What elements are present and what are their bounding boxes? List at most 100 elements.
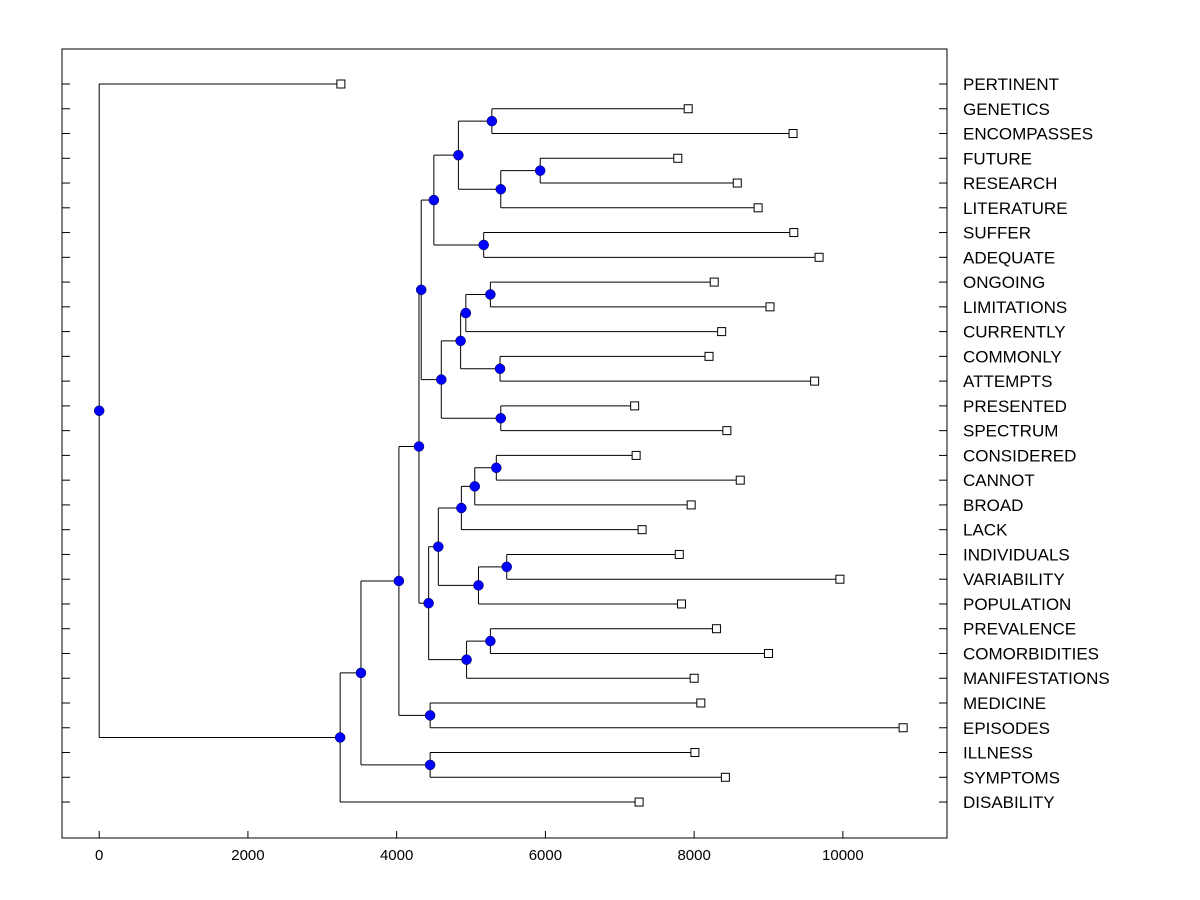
x-tick-label: 0: [95, 847, 103, 864]
leaf-label: CURRENTLY: [963, 323, 1066, 342]
merge-node: [501, 561, 512, 573]
leaf-label: PERTINENT: [963, 75, 1059, 94]
x-axis-tick-labels: 0 2000 4000 6000 8000 10000: [95, 847, 864, 864]
merge-node: [485, 289, 496, 300]
merge-node: [486, 115, 498, 127]
leaf-label: ILLNESS: [963, 744, 1033, 763]
leaf-label: PRESENTED: [963, 397, 1067, 416]
leaf-marker: [720, 772, 730, 782]
leaf-label: COMORBIDITIES: [963, 644, 1099, 663]
merge-node: [415, 284, 427, 296]
merge-node: [355, 667, 367, 679]
x-tick-label: 6000: [529, 847, 562, 864]
leaf-marker: [810, 376, 820, 386]
merge-node: [423, 597, 434, 609]
merge-node: [436, 374, 447, 385]
leaf-label: CONSIDERED: [963, 446, 1076, 465]
merge-node: [461, 654, 472, 665]
merge-node: [455, 335, 466, 347]
leaf-label: ONGOING: [963, 273, 1045, 292]
leaf-markers: [336, 79, 908, 807]
x-tick-label: 2000: [231, 847, 264, 864]
leaf-label: LITERATURE: [963, 199, 1068, 218]
leaf-marker: [683, 104, 693, 114]
x-axis-ticks: [98, 831, 844, 838]
leaf-labels: PERTINENT GENETICS ENCOMPASSES FUTURE RESEAR…: [963, 75, 1110, 812]
merge-node: [413, 441, 425, 452]
leaf-marker: [898, 723, 908, 733]
merge-node: [453, 149, 464, 161]
merge-node: [495, 413, 507, 424]
leaf-marker: [765, 302, 775, 312]
leaf-marker: [696, 698, 706, 708]
leaf-label: MANIFESTATIONS: [963, 669, 1110, 688]
leaf-marker: [764, 648, 774, 658]
leaf-label: INDIVIDUALS: [963, 545, 1070, 564]
leaf-marker: [735, 475, 745, 485]
leaf-marker: [634, 797, 644, 807]
merge-node: [393, 575, 405, 587]
leaf-marker: [690, 748, 700, 758]
merge-node: [433, 541, 444, 552]
leaf-marker: [689, 673, 699, 683]
leaf-marker: [717, 327, 727, 337]
merge-node: [485, 635, 496, 647]
merge-node: [428, 194, 440, 206]
leaf-marker: [704, 351, 714, 361]
merge-node: [469, 481, 481, 492]
leaf-marker: [686, 500, 696, 510]
leaf-marker: [673, 153, 683, 163]
leaf-label: EPISODES: [963, 719, 1050, 738]
merge-node: [93, 405, 105, 416]
leaf-label: ADEQUATE: [963, 248, 1055, 267]
leaf-label: DISABILITY: [963, 793, 1055, 812]
leaf-label: CANNOT: [963, 471, 1035, 490]
leaf-marker: [788, 129, 798, 139]
leaf-label: VARIABILITY: [963, 570, 1065, 589]
leaf-label: SYMPTOMS: [963, 768, 1060, 787]
x-tick-label: 8000: [677, 847, 710, 864]
leaf-marker: [709, 277, 719, 287]
merge-node: [478, 239, 489, 251]
merge-node-markers: [93, 115, 546, 771]
x-tick-label: 10000: [822, 847, 864, 864]
right-tick-marks: [939, 83, 947, 803]
merge-node: [534, 165, 546, 176]
merge-node: [424, 759, 436, 771]
merge-node: [424, 710, 436, 721]
leaf-label: POPULATION: [963, 595, 1071, 614]
x-tick-label: 4000: [380, 847, 413, 864]
merge-node: [334, 732, 346, 743]
leaf-marker: [711, 624, 721, 634]
leaf-marker: [336, 79, 346, 89]
leaf-label: MEDICINE: [963, 694, 1046, 713]
merge-node: [473, 580, 484, 591]
leaf-label: SUFFER: [963, 224, 1031, 243]
leaf-label: SPECTRUM: [963, 422, 1058, 441]
leaf-label: FUTURE: [963, 149, 1032, 168]
leaf-marker: [732, 178, 742, 188]
leaf-label: BROAD: [963, 496, 1023, 515]
leaf-label: GENETICS: [963, 100, 1050, 119]
leaf-label: COMMONLY: [963, 347, 1062, 366]
merge-node: [491, 462, 502, 474]
plot-frame: [61, 48, 948, 839]
leaf-marker: [753, 203, 763, 213]
leaf-marker: [835, 574, 845, 584]
leaf-marker: [789, 228, 799, 238]
leaf-marker: [637, 525, 647, 535]
leaf-label: PREVALENCE: [963, 620, 1076, 639]
merge-node: [495, 183, 507, 195]
leaf-marker: [677, 599, 686, 609]
leaf-marker: [722, 426, 732, 436]
leaf-label: LIMITATIONS: [963, 298, 1067, 317]
leaf-marker: [630, 401, 640, 411]
merge-node: [456, 502, 467, 514]
leaf-marker: [631, 450, 641, 460]
left-tick-marks: [62, 83, 70, 803]
leaf-label: RESEARCH: [963, 174, 1057, 193]
leaf-label: LACK: [963, 521, 1008, 540]
merge-node: [460, 307, 472, 319]
leaf-marker: [814, 252, 824, 262]
